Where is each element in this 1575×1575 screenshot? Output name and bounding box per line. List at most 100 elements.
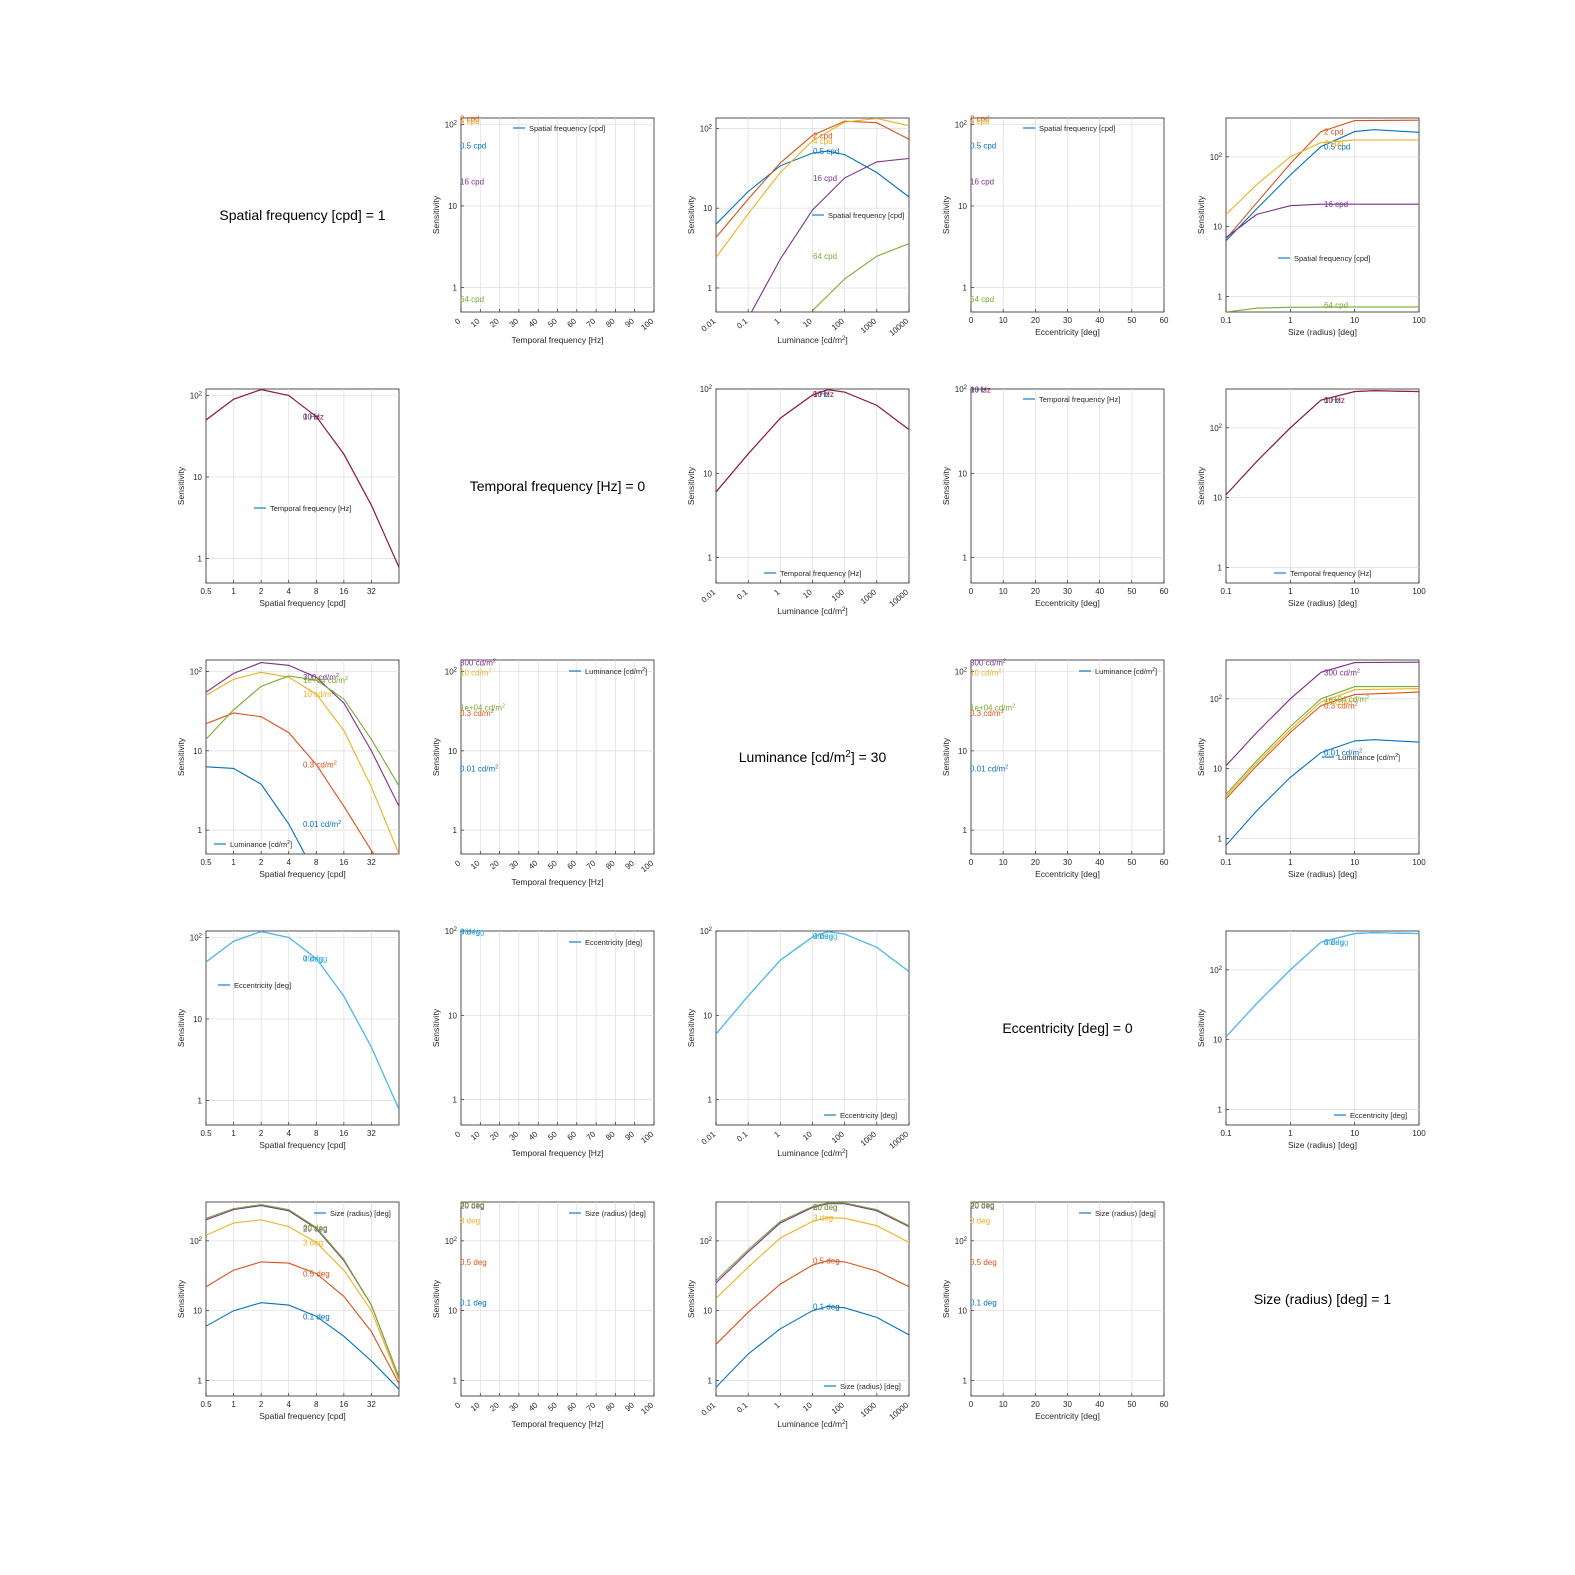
x-tick-label: 1 (772, 1400, 782, 1410)
y-axis-title: Sensitivity (941, 737, 951, 776)
series-label: 10 Hz (1324, 396, 1345, 405)
series-label: 64 cpd (1324, 301, 1348, 310)
y-axis-title: Sensitivity (176, 466, 186, 505)
series-label: 1e+04 cd/m2 (1324, 695, 1369, 704)
panel-r1-c2: 0.01 0.1 1 10 100 1000 10000 1 10 102 Luminance [c… (686, 385, 911, 616)
x-tick-label: 0.01 (700, 1129, 718, 1146)
x-tick-label: 60 (1160, 1400, 1169, 1409)
series-label: 20 deg (813, 1203, 837, 1212)
x-axis-title: Eccentricity [deg] (1035, 869, 1100, 879)
series-line (206, 931, 399, 1110)
x-tick-label: 50 (546, 858, 559, 871)
panel-r4-c2: 0.01 0.1 1 10 100 1000 10000 1 10 102 Luminance [c… (686, 1201, 911, 1429)
series-label: 10 cd/m2 (970, 668, 1002, 677)
panel-r4-c3: 0 10 20 30 40 50 60 1 10 102 Eccentricity [deg] Sen… (941, 1201, 1169, 1421)
x-axis-title: Temporal frequency [Hz] (511, 877, 603, 887)
x-tick-label: 0.1 (735, 316, 750, 330)
series-line (716, 389, 909, 493)
x-tick-label: 1 (1288, 316, 1293, 325)
y-tick-label: 1 (1218, 835, 1223, 844)
y-tick-label: 1 (198, 554, 203, 563)
x-tick-label: 10 (801, 316, 814, 329)
series-label: 0.1 deg (813, 1302, 840, 1311)
x-tick-label: 1 (772, 1129, 782, 1139)
panel-r2-c0: 0.5 1 2 4 8 16 32 1 10 102 Spatial frequency [cpd]… (176, 659, 400, 879)
series-line (206, 712, 375, 854)
y-tick-label: 102 (700, 385, 713, 394)
x-tick-label: 100 (830, 316, 846, 332)
y-tick-label: 10 (1213, 1036, 1222, 1045)
x-axis-title: Size (radius) [deg] (1288, 869, 1357, 879)
series-line (1226, 661, 1419, 767)
series-label: 60 deg (970, 1201, 994, 1210)
x-tick-label: 32 (367, 1129, 376, 1138)
x-tick-label: 60 (565, 1129, 578, 1142)
y-tick-label: 10 (193, 747, 202, 756)
x-tick-label: 100 (1412, 316, 1426, 325)
series-line (206, 1204, 399, 1378)
x-tick-label: 0.1 (1220, 858, 1232, 867)
x-axis-title: Size (radius) [deg] (1288, 1140, 1357, 1150)
x-tick-label: 30 (508, 1400, 521, 1413)
series-label: 0.5 cpd (1324, 143, 1350, 152)
y-tick-label: 102 (445, 120, 458, 129)
x-tick-label: 20 (488, 1129, 501, 1142)
series-label: 20 deg (970, 1202, 994, 1211)
x-tick-label: 90 (623, 1400, 636, 1413)
panel-r2-c1: 0 10 20 30 40 50 60 70 80 90 100 1 10 102 Temporal fre… (431, 659, 656, 887)
series-label: 3 deg (813, 1214, 833, 1223)
y-tick-label: 1 (198, 826, 203, 835)
series-line (716, 1202, 909, 1281)
series-label: 10 deg (303, 955, 327, 964)
series-line (716, 931, 909, 1035)
x-tick-label: 50 (546, 1400, 559, 1413)
series-label: 16 cpd (1324, 200, 1348, 209)
legend-label: Temporal frequency [Hz] (780, 569, 861, 578)
series-label: 10 deg (460, 928, 484, 937)
x-tick-label: 32 (367, 587, 376, 596)
series-line (716, 150, 909, 225)
y-tick-label: 102 (1210, 424, 1223, 433)
series-label: 0.5 cpd (970, 142, 996, 151)
x-tick-label: 30 (1063, 858, 1072, 867)
x-tick-label: 0.1 (735, 1129, 750, 1143)
series-label: 16 cpd (970, 177, 994, 186)
series-line (1226, 739, 1419, 846)
x-tick-label: 1 (772, 316, 782, 326)
x-tick-label: 16 (339, 587, 348, 596)
y-tick-label: 1 (708, 1096, 713, 1105)
plot-area (205, 388, 400, 584)
series-label: 16 cpd (813, 174, 837, 183)
series-label: 0.5 deg (970, 1258, 997, 1267)
x-tick-label: 1 (231, 1129, 236, 1138)
x-tick-label: 80 (604, 858, 617, 871)
x-tick-label: 1000 (859, 1129, 879, 1148)
series-label: 0 Hz (1324, 396, 1340, 405)
series-label: 2 cpd (460, 115, 480, 124)
x-tick-label: 10000 (887, 316, 910, 338)
legend-label: Luminance [cd/m2] (230, 840, 292, 849)
x-tick-label: 90 (623, 1129, 636, 1142)
x-tick-label: 1000 (859, 316, 879, 335)
series-label: 0.01 cd/m2 (460, 764, 498, 773)
x-tick-label: 10 (1350, 316, 1359, 325)
x-tick-label: 20 (488, 1400, 501, 1413)
y-tick-label: 102 (190, 1237, 203, 1246)
x-tick-label: 1 (1288, 1129, 1293, 1138)
series-label: 0.1 deg (303, 1312, 330, 1321)
plot-area (205, 659, 400, 855)
y-tick-label: 102 (955, 385, 968, 394)
series-line (206, 389, 399, 568)
x-tick-label: 40 (527, 316, 540, 329)
series-line (1226, 139, 1419, 215)
series-label: 0 deg (813, 932, 833, 941)
y-tick-label: 1 (963, 826, 968, 835)
x-tick-label: 0.1 (735, 587, 750, 601)
x-tick-label: 1000 (859, 1400, 879, 1419)
x-tick-label: 0.1 (1220, 587, 1232, 596)
diagonal-label-0: Spatial frequency [cpd] = 1 (219, 207, 385, 223)
y-tick-label: 1 (963, 554, 968, 563)
y-axis-title: Sensitivity (431, 737, 441, 776)
y-tick-label: 10 (703, 469, 712, 478)
